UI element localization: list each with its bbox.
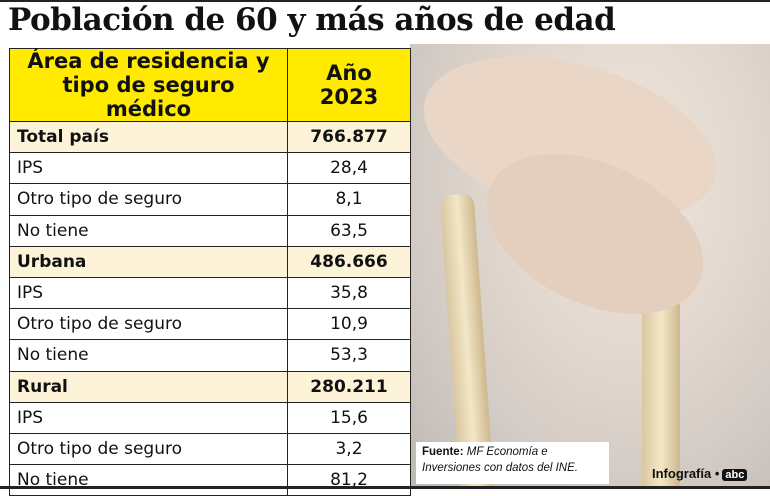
header-year: Año 2023 — [287, 48, 411, 122]
row-label: Otro tipo de seguro — [9, 183, 288, 216]
row-label: No tiene — [9, 464, 288, 496]
row-value: 81,2 — [287, 464, 411, 496]
row-value: 3,2 — [287, 432, 411, 466]
population-table: Área de residencia y tipo de seguro médic… — [9, 48, 411, 496]
abc-logo: abc — [722, 469, 748, 481]
table-row: IPS 28,4 — [9, 152, 411, 185]
source-note: Fuente: MF Economía e Inversiones con da… — [416, 442, 609, 484]
row-label: No tiene — [9, 339, 288, 372]
header-area: Área de residencia y tipo de seguro médic… — [9, 48, 288, 122]
row-label: IPS — [9, 152, 288, 185]
table-row: Otro tipo de seguro 8,1 — [9, 183, 411, 216]
table-row: No tiene 81,2 — [9, 464, 411, 496]
page-title: Población de 60 y más años de edad — [8, 2, 616, 38]
table-row: No tiene 63,5 — [9, 214, 411, 247]
row-value: 10,9 — [287, 308, 411, 341]
table-row: No tiene 53,3 — [9, 339, 411, 372]
elderly-hands-on-cane-photo — [410, 44, 770, 489]
row-label: IPS — [9, 276, 288, 310]
row-label: Urbana — [9, 245, 288, 278]
table-section-row: Rural 280.211 — [9, 370, 411, 403]
bottom-rule — [0, 486, 770, 489]
row-value: 15,6 — [287, 401, 411, 434]
row-value: 280.211 — [287, 370, 411, 403]
table-section-row: Urbana 486.666 — [9, 245, 411, 278]
top-rule — [0, 0, 770, 2]
row-value: 53,3 — [287, 339, 411, 372]
row-label: Total país — [9, 120, 288, 154]
row-label: IPS — [9, 401, 288, 434]
table-header-row: Área de residencia y tipo de seguro médic… — [9, 48, 411, 122]
row-label: No tiene — [9, 214, 288, 247]
table-row: IPS 35,8 — [9, 276, 411, 310]
credit: Infografía • abc — [652, 466, 748, 481]
table-row: Otro tipo de seguro 3,2 — [9, 432, 411, 466]
row-value: 8,1 — [287, 183, 411, 216]
row-label: Rural — [9, 370, 288, 403]
row-value: 63,5 — [287, 214, 411, 247]
row-value: 766.877 — [287, 120, 411, 154]
row-value: 35,8 — [287, 276, 411, 310]
row-value: 486.666 — [287, 245, 411, 278]
row-label: Otro tipo de seguro — [9, 432, 288, 466]
row-label: Otro tipo de seguro — [9, 308, 288, 341]
row-value: 28,4 — [287, 152, 411, 185]
table-section-row: Total país 766.877 — [9, 120, 411, 154]
table-row: IPS 15,6 — [9, 401, 411, 434]
table-row: Otro tipo de seguro 10,9 — [9, 308, 411, 341]
